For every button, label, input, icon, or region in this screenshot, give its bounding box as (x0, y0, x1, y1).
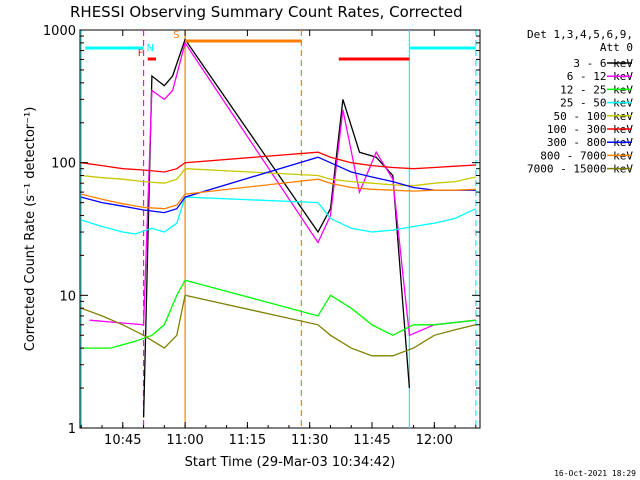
series-layer (80, 37, 477, 418)
y-tick-label-1: 10 (59, 289, 76, 304)
date-stamp: 16-Oct-2021 18:29 (554, 469, 636, 478)
series-line-2 (81, 279, 476, 349)
legend-entry-2: 12 - 25 keV (560, 83, 633, 96)
plot-frame (79, 29, 481, 429)
x-tick-label-1: 11:00 (166, 433, 203, 448)
series-line-8 (80, 294, 476, 357)
series-line-0 (142, 37, 411, 418)
y-axis-label: Corrected Count Rate (s⁻¹ detector⁻¹) (23, 107, 38, 352)
series-line-6 (81, 156, 476, 214)
series-line-7 (81, 178, 476, 210)
x-tick-label-0: 10:45 (104, 433, 141, 448)
y-tick-label-2: 100 (51, 157, 76, 172)
series-line-4 (81, 168, 476, 187)
x-axis: 10:45 11:00 11:15 11:30 11:45 12:00 (80, 30, 477, 448)
annotation-flag-1: N (147, 43, 154, 54)
legend-entry-6: 300 - 800 keV (547, 136, 633, 149)
annotation-flag-2: S (173, 30, 179, 41)
legend-entry-8: 7000 - 15000 keV (527, 163, 633, 176)
y-axis: 1 10 100 1000 (43, 24, 480, 437)
legend-entry-1: 6 - 12 keV (567, 70, 634, 83)
legend-entry-4: 50 - 100 keV (554, 110, 634, 123)
series-line-1 (89, 41, 476, 337)
annotation-layer: F N S (85, 30, 476, 61)
time-markers (80, 30, 477, 428)
chart-title: RHESSI Observing Summary Count Rates, Co… (70, 3, 463, 21)
annotation-flag-0: F (138, 48, 144, 59)
y-tick-label-0: 1 (68, 422, 76, 437)
legend-header-attenuator: Att 0 (600, 41, 633, 54)
legend: Det 1,3,4,5,6,9, Att 0 3 - 6 keV 6 - 12 … (527, 28, 633, 176)
series-line-3 (81, 196, 477, 235)
legend-entry-3: 25 - 50 keV (560, 97, 633, 110)
legend-entry-0: 3 - 6 keV (573, 57, 633, 70)
x-tick-label-5: 12:00 (416, 433, 453, 448)
x-tick-label-4: 11:45 (353, 433, 390, 448)
legend-entry-5: 100 - 300 keV (547, 123, 633, 136)
x-tick-label-2: 11:15 (229, 433, 266, 448)
x-tick-label-3: 11:30 (291, 433, 328, 448)
legend-entry-7: 800 - 7000 keV (540, 149, 633, 162)
legend-header: Det 1,3,4,5,6,9, (527, 28, 633, 41)
y-tick-label-3: 1000 (43, 24, 76, 39)
plot-area (79, 29, 481, 429)
series-line-5 (81, 151, 476, 173)
x-axis-label: Start Time (29-Mar-03 10:34:42) (185, 455, 396, 470)
